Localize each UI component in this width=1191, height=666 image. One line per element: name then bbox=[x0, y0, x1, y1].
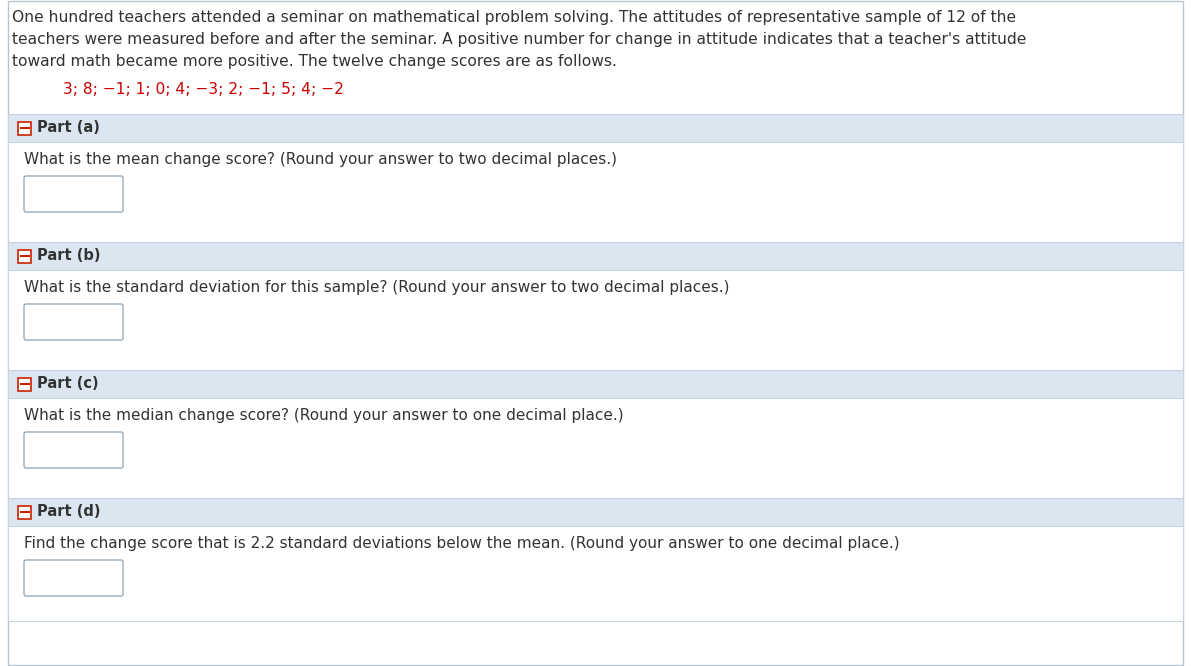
Text: What is the mean change score? (Round your answer to two decimal places.): What is the mean change score? (Round yo… bbox=[24, 152, 617, 167]
FancyBboxPatch shape bbox=[24, 176, 123, 212]
FancyBboxPatch shape bbox=[18, 505, 31, 519]
Text: What is the standard deviation for this sample? (Round your answer to two decima: What is the standard deviation for this … bbox=[24, 280, 730, 295]
FancyBboxPatch shape bbox=[8, 1, 1183, 665]
Text: Part (c): Part (c) bbox=[37, 376, 99, 392]
FancyBboxPatch shape bbox=[24, 304, 123, 340]
Text: Find the change score that is 2.2 standard deviations below the mean. (Round you: Find the change score that is 2.2 standa… bbox=[24, 536, 899, 551]
FancyBboxPatch shape bbox=[8, 498, 1183, 526]
FancyBboxPatch shape bbox=[18, 250, 31, 262]
FancyBboxPatch shape bbox=[8, 270, 1183, 370]
Text: Part (a): Part (a) bbox=[37, 121, 100, 135]
FancyBboxPatch shape bbox=[8, 370, 1183, 398]
FancyBboxPatch shape bbox=[8, 398, 1183, 498]
FancyBboxPatch shape bbox=[24, 432, 123, 468]
FancyBboxPatch shape bbox=[18, 378, 31, 390]
Text: Part (d): Part (d) bbox=[37, 505, 100, 519]
FancyBboxPatch shape bbox=[8, 142, 1183, 242]
Text: One hundred teachers attended a seminar on mathematical problem solving. The att: One hundred teachers attended a seminar … bbox=[12, 10, 1016, 25]
FancyBboxPatch shape bbox=[24, 560, 123, 596]
FancyBboxPatch shape bbox=[18, 121, 31, 135]
FancyBboxPatch shape bbox=[8, 114, 1183, 142]
Text: teachers were measured before and after the seminar. A positive number for chang: teachers were measured before and after … bbox=[12, 32, 1027, 47]
Text: 3; 8; −1; 1; 0; 4; −3; 2; −1; 5; 4; −2: 3; 8; −1; 1; 0; 4; −3; 2; −1; 5; 4; −2 bbox=[63, 82, 344, 97]
Text: What is the median change score? (Round your answer to one decimal place.): What is the median change score? (Round … bbox=[24, 408, 624, 423]
FancyBboxPatch shape bbox=[8, 526, 1183, 621]
Text: Part (b): Part (b) bbox=[37, 248, 100, 264]
FancyBboxPatch shape bbox=[8, 242, 1183, 270]
Text: toward math became more positive. The twelve change scores are as follows.: toward math became more positive. The tw… bbox=[12, 54, 617, 69]
